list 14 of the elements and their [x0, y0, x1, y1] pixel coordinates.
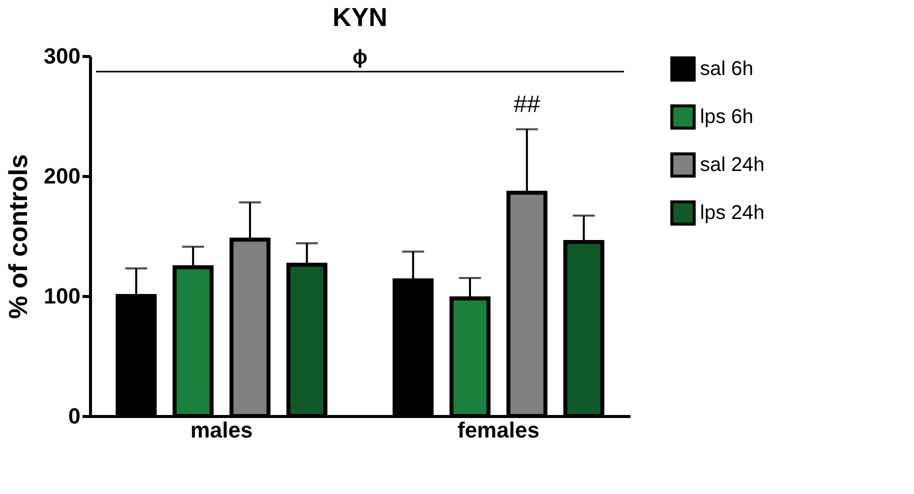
annotation: ##	[514, 91, 541, 118]
chart-title: KYN	[332, 2, 388, 32]
ref-line-label: ϕ	[352, 46, 368, 69]
y-tick-label: 300	[44, 44, 80, 68]
legend-label: lps 6h	[700, 106, 754, 128]
y-tick-label: 0	[68, 404, 80, 428]
y-tick-label: 200	[44, 164, 80, 188]
legend-label: sal 6h	[700, 58, 754, 80]
x-tick-label: males	[190, 418, 253, 442]
x-tick-label: females	[457, 418, 540, 442]
y-tick-label: 100	[44, 284, 80, 308]
legend-label: lps 24h	[700, 202, 764, 224]
y-axis-title: % of controls	[2, 154, 33, 319]
legend-label: sal 24h	[700, 154, 764, 176]
